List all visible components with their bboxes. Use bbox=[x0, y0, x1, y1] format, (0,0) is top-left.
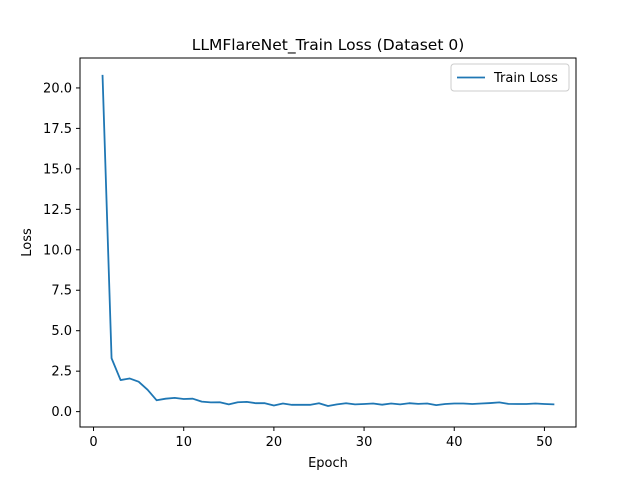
y-axis-label: Loss bbox=[20, 228, 35, 257]
y-tick-label: 20.0 bbox=[43, 81, 72, 96]
x-tick-label: 50 bbox=[536, 435, 553, 450]
y-tick-label: 0.0 bbox=[51, 405, 72, 420]
legend-box bbox=[450, 63, 570, 92]
x-axis: 0 10 20 30 40 50 bbox=[89, 427, 553, 450]
y-tick-label: 15.0 bbox=[43, 162, 72, 177]
legend-label: Train Loss bbox=[493, 71, 558, 86]
plot-area bbox=[79, 57, 577, 428]
x-tick-label: 30 bbox=[356, 435, 373, 450]
chart-title: LLMFlareNet_Train Loss (Dataset 0) bbox=[192, 36, 465, 55]
x-tick-label: 40 bbox=[446, 435, 463, 450]
plot-frame bbox=[79, 57, 577, 428]
y-tick-label: 10.0 bbox=[43, 243, 72, 258]
y-tick-label: 12.5 bbox=[43, 203, 72, 218]
x-tick-label: 20 bbox=[266, 435, 283, 450]
y-tick-label: 17.5 bbox=[43, 122, 72, 137]
y-axis: 0.0 2.5 5.0 7.5 10.0 12.5 15.0 17.5 20.0 bbox=[43, 81, 80, 420]
y-tick-label: 2.5 bbox=[51, 365, 72, 380]
legend: Train Loss bbox=[450, 63, 570, 92]
x-tick-label: 10 bbox=[175, 435, 192, 450]
x-axis-label: Epoch bbox=[308, 456, 348, 471]
series-line-0 bbox=[101, 74, 555, 407]
y-tick-label: 5.0 bbox=[51, 324, 72, 339]
y-tick-label: 7.5 bbox=[51, 284, 72, 299]
x-tick-label: 0 bbox=[89, 435, 97, 450]
